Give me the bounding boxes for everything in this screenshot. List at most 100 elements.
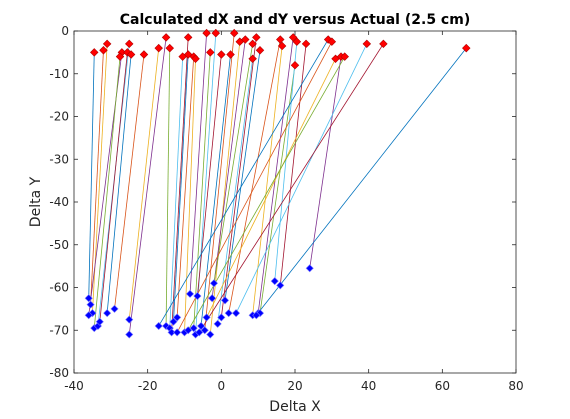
y-tick-label: -30 bbox=[49, 152, 69, 166]
actual-point bbox=[110, 304, 119, 313]
calculated-point bbox=[340, 52, 349, 61]
calculated-point bbox=[90, 48, 99, 57]
actual-point bbox=[125, 315, 134, 324]
actual-point bbox=[195, 328, 204, 337]
pair-line bbox=[220, 37, 257, 318]
pair-line bbox=[206, 58, 336, 318]
calculated-point bbox=[191, 54, 200, 64]
calculated-point bbox=[248, 54, 257, 64]
pair-line bbox=[171, 37, 189, 333]
calculated-point bbox=[252, 33, 261, 42]
calculated-point bbox=[226, 50, 235, 59]
x-tick-label: 60 bbox=[435, 379, 450, 393]
pair-line bbox=[309, 56, 342, 269]
actual-point bbox=[202, 313, 211, 322]
y-tick-label: -80 bbox=[49, 366, 69, 380]
calculated-point bbox=[327, 37, 337, 46]
actual-point bbox=[200, 326, 209, 335]
pair-line bbox=[204, 33, 235, 331]
pair-line bbox=[106, 54, 132, 314]
y-tick-label: -50 bbox=[49, 238, 69, 252]
x-axis-label: Delta X bbox=[269, 399, 321, 415]
actual-point bbox=[125, 330, 134, 339]
actual-point bbox=[305, 264, 314, 273]
pair-line bbox=[235, 43, 368, 314]
pair-line bbox=[158, 39, 329, 327]
pair-line bbox=[228, 39, 281, 314]
pair-line bbox=[256, 47, 467, 316]
pair-line bbox=[128, 48, 160, 320]
pair-line bbox=[252, 45, 283, 316]
pair-line bbox=[90, 50, 104, 305]
pair-line bbox=[217, 58, 254, 324]
actual-point bbox=[208, 294, 217, 303]
actual-point bbox=[103, 309, 112, 318]
calculated-point bbox=[241, 35, 250, 44]
calculated-point bbox=[301, 39, 311, 49]
plot-area: -40 -20 0 20 40 60 80 0 -10 -20 -30 -40 -50 -60 -70 -80 bbox=[49, 24, 523, 393]
x-tick-label: 80 bbox=[508, 379, 523, 393]
calculated-point bbox=[217, 50, 226, 59]
calculated-point bbox=[292, 37, 302, 46]
actual-point bbox=[252, 311, 261, 320]
actual-point bbox=[84, 311, 93, 320]
pair-line bbox=[88, 52, 95, 299]
calculated-point bbox=[276, 35, 285, 44]
calculated-point bbox=[99, 46, 108, 55]
actual-point bbox=[173, 328, 182, 337]
y-tick-label: -20 bbox=[49, 110, 69, 124]
pair-line bbox=[176, 41, 333, 333]
actual-point bbox=[217, 313, 226, 322]
actual-point bbox=[224, 309, 233, 318]
pair-line bbox=[196, 54, 222, 297]
pair-line bbox=[213, 43, 254, 284]
pair-line bbox=[99, 52, 128, 322]
x-tick-label: -40 bbox=[64, 379, 84, 393]
pair-line bbox=[169, 56, 184, 329]
pair-line bbox=[176, 56, 195, 318]
y-tick-label: -70 bbox=[49, 323, 69, 337]
calculated-point bbox=[202, 28, 211, 38]
y-tick-label: -10 bbox=[49, 67, 69, 81]
calculated-point bbox=[206, 48, 215, 57]
actual-point bbox=[220, 296, 230, 305]
calculated-point bbox=[248, 39, 257, 49]
pair-line bbox=[93, 56, 121, 329]
y-tick-label: -40 bbox=[49, 195, 69, 209]
calculated-point bbox=[154, 43, 163, 53]
calculated-point bbox=[165, 43, 174, 53]
pair-line bbox=[114, 54, 145, 309]
actual-point bbox=[193, 292, 202, 301]
pair-line bbox=[193, 52, 211, 329]
actual-point bbox=[184, 326, 193, 335]
calculated-point bbox=[161, 33, 171, 42]
pair-line bbox=[189, 33, 207, 294]
calculated-point bbox=[230, 28, 239, 38]
actual-point bbox=[173, 313, 182, 322]
actual-point bbox=[167, 328, 176, 337]
actual-point bbox=[186, 289, 195, 298]
actual-point bbox=[86, 300, 95, 309]
x-tick-label: 40 bbox=[361, 379, 376, 393]
actual-point bbox=[197, 321, 206, 330]
actual-point bbox=[255, 309, 265, 318]
calculated-point bbox=[115, 52, 125, 61]
calculated-markers bbox=[90, 28, 471, 70]
calculated-point bbox=[102, 39, 112, 49]
pair-lines bbox=[88, 33, 467, 335]
pair-line bbox=[224, 50, 261, 301]
calculated-point bbox=[362, 39, 372, 49]
actual-point bbox=[84, 294, 93, 303]
y-axis-label: Delta Y bbox=[28, 176, 44, 227]
actual-point bbox=[169, 317, 178, 326]
actual-point bbox=[213, 319, 222, 328]
calculated-point bbox=[126, 50, 136, 59]
x-tick-label: 20 bbox=[287, 379, 302, 393]
actual-markers bbox=[84, 264, 314, 339]
pair-line bbox=[257, 37, 294, 314]
calculated-point bbox=[277, 41, 287, 51]
axis-ticks: -40 -20 0 20 40 60 80 0 -10 -20 -30 -40 -50 -60 -70 -80 bbox=[49, 24, 523, 393]
calculated-point bbox=[139, 50, 149, 59]
actual-point bbox=[232, 309, 241, 318]
